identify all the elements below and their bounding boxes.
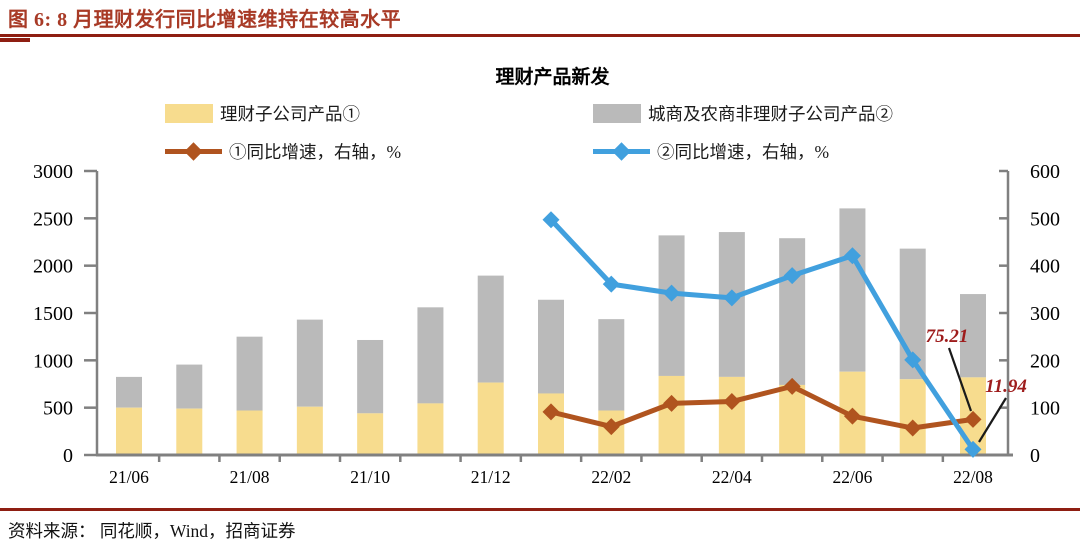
bar-yellow-segment [477,382,504,455]
annotation-leader [978,397,1007,443]
bar-gray-segment [960,294,986,378]
x-axis-label: 21/10 [350,467,390,487]
growth-line-2-point-diamond [843,247,861,265]
growth-line-2-point-diamond [964,440,982,458]
legend-label: 城商及农商非理财子公司产品② [648,104,893,124]
legend-item-line1: ①同比增速，右轴，% [165,139,593,164]
legend-bar-swatch-icon [165,104,213,123]
growth-line-2-line [549,218,976,451]
x-axis-label: 21/12 [471,467,511,487]
legend-item-bar1: 理财子公司产品① [165,101,593,126]
right-axis-label: 300 [1030,303,1060,325]
bar-yellow-segment [779,384,806,455]
bar-gray-segment [779,238,806,385]
growth-line-1-point-diamond [843,407,861,425]
legend-line-swatch-icon [593,142,650,161]
x-axis-label: 22/02 [591,467,631,487]
growth-line-2-point-diamond [602,275,620,293]
growth-line-2-point-diamond [723,289,741,307]
left-axis-label: 500 [43,398,73,420]
chart-legend: 理财子公司产品① 城商及农商非理财子公司产品② ①同比增速，右轴，% ②同比增速，右轴… [165,101,893,164]
bar-yellow-segment [296,406,323,455]
bar-yellow-segment [357,413,384,455]
header-rule [0,34,1080,37]
bar-yellow-segment [176,408,203,455]
x-axis-label: 21/06 [109,467,149,487]
growth-line-2-point-diamond [904,351,922,369]
x-axis-label: 22/04 [712,467,752,487]
legend-label: 理财子公司产品① [220,104,360,124]
growth-line-2-point-diamond [783,267,801,285]
bar-yellow-segment [658,375,685,455]
left-axis-label: 2500 [33,208,73,230]
bar-yellow-segment [538,393,564,455]
growth-line-1-point-diamond [783,377,801,395]
right-axis-label: 200 [1030,350,1060,372]
bar-gray-segment [296,319,323,407]
bar-yellow-segment [116,407,142,455]
growth-line-1-point-diamond [542,403,560,421]
growth-line-1-point-diamond [602,418,620,436]
growth-line-2-point-diamond [663,284,681,302]
bar-gray-segment [477,275,504,383]
bar-yellow-segment [899,379,926,455]
growth-line-1-point-diamond [663,394,681,412]
left-axis-label: 3000 [33,161,73,183]
annotation-leader [947,347,973,412]
left-axis-label: 1500 [33,303,73,325]
legend-line-swatch-icon [165,142,222,161]
legend-label: ②同比增速，右轴，% [657,142,830,162]
bar-yellow-segment [718,376,745,455]
bar-gray-segment [176,364,203,409]
footer-rule [0,508,1080,511]
annotation-value: 11.94 [985,376,1027,397]
source-note: 资料来源： 同花顺，Wind，招商证券 [8,521,296,541]
bar-yellow-segment [236,410,263,455]
x-axis-label: 22/06 [832,467,872,487]
right-axis-label: 400 [1030,256,1060,278]
right-axis-label: 0 [1030,445,1040,467]
annotation-value: 75.21 [926,326,969,347]
legend-label: ①同比增速，右轴，% [229,142,402,162]
growth-line-1-point-diamond [964,410,982,428]
right-axis-label: 100 [1030,398,1060,420]
x-axis-label: 22/08 [953,467,993,487]
left-axis-label: 1000 [33,350,73,372]
right-axis-label: 500 [1030,208,1060,230]
bar-gray-segment [357,339,384,414]
chart-title: 理财产品新发 [495,67,610,88]
right-axis-label: 600 [1030,161,1060,183]
growth-line-2-point-diamond [542,211,560,229]
legend-item-bar2: 城商及农商非理财子公司产品② [593,101,893,126]
bar-gray-segment [538,299,564,394]
growth-line-1-line [550,383,974,431]
bar-gray-segment [116,376,142,408]
growth-line-1-point-diamond [723,393,741,411]
bar-yellow-segment [417,403,444,455]
figure-title: 图 6: 8 月理财发行同比增速维持在较高水平 [8,9,402,31]
bar-gray-segment [417,307,444,404]
left-axis-label: 0 [63,445,73,467]
bar-gray-segment [658,235,685,376]
bar-gray-segment [236,336,263,411]
legend-bar-swatch-icon [593,104,641,123]
left-axis-label: 2000 [33,256,73,278]
growth-line-1-point-diamond [904,419,922,437]
bar-gray-segment [839,208,866,372]
bar-gray-segment [598,319,625,411]
header-rule-accent [0,38,30,42]
legend-item-line2: ②同比增速，右轴，% [593,139,893,164]
x-axis-label: 21/08 [230,467,270,487]
